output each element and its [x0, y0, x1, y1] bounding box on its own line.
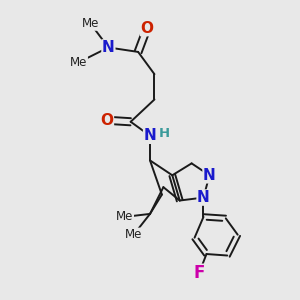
Text: F: F	[194, 264, 205, 282]
Text: Me: Me	[125, 228, 142, 241]
Text: Me: Me	[82, 17, 99, 30]
Text: Me: Me	[70, 56, 87, 69]
Text: Me: Me	[116, 210, 134, 224]
Text: N: N	[203, 168, 216, 183]
Text: N: N	[197, 190, 210, 205]
Text: N: N	[102, 40, 115, 55]
Text: O: O	[100, 113, 113, 128]
Text: N: N	[144, 128, 156, 143]
Text: H: H	[159, 128, 170, 140]
Text: O: O	[140, 21, 154, 36]
